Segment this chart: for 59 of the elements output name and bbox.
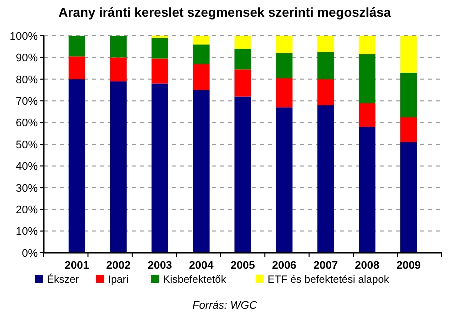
x-tick-label: 2004 — [189, 260, 215, 272]
y-tick-label: 0% — [22, 248, 38, 260]
bar — [400, 72, 418, 118]
bar — [193, 90, 210, 253]
bar — [110, 36, 127, 58]
x-tick-label: 2003 — [148, 260, 172, 272]
text: Forrás: WGC — [192, 300, 258, 312]
y-tick-label: 40% — [16, 161, 38, 174]
y-tick-label: 50% — [16, 139, 38, 152]
bar — [68, 36, 86, 57]
y-tick-label: 20% — [16, 204, 38, 216]
bar — [152, 84, 168, 253]
y-tick-label: 100% — [10, 30, 38, 43]
x-tick-label: 2002 — [106, 260, 131, 272]
bar — [276, 53, 293, 78]
y-tick-label: 90% — [16, 52, 38, 65]
bar — [276, 78, 293, 108]
bar — [234, 49, 252, 70]
y-tick-label: 60% — [16, 118, 38, 130]
x-tick-label: 2006 — [272, 260, 297, 272]
bar — [318, 79, 334, 106]
x-tick-label: 2001 — [64, 260, 90, 272]
bar — [276, 108, 293, 253]
x-tick-label: 2005 — [230, 260, 256, 272]
bar — [359, 103, 376, 128]
bar — [152, 38, 168, 59]
bar — [234, 96, 252, 253]
chart-title: Arany iránti kereslet szegmensek szerinti megoszlása — [58, 5, 392, 20]
bar — [400, 142, 418, 253]
legend-label: Ipari — [108, 274, 129, 286]
bar — [400, 36, 418, 73]
y-tick-label: 70% — [16, 96, 38, 108]
bar — [318, 52, 334, 80]
bar — [359, 36, 376, 54]
bar — [110, 58, 127, 82]
bar — [68, 79, 86, 253]
bar — [359, 54, 376, 104]
bar — [400, 117, 418, 142]
y-tick-label: 80% — [16, 74, 38, 86]
x-tick-label: 2008 — [355, 260, 380, 272]
bar — [318, 36, 334, 52]
bar — [193, 64, 210, 90]
x-tick-label: 2009 — [396, 260, 422, 272]
legend-label: ETF és befektetési alapok — [268, 274, 390, 286]
legend-label: Kisbefektetők — [163, 274, 228, 286]
bar — [234, 70, 252, 97]
y-tick-label: 10% — [16, 226, 38, 238]
bar — [193, 44, 210, 64]
bar — [234, 36, 252, 50]
bar — [68, 56, 86, 80]
y-tick-label: 30% — [16, 182, 38, 195]
bar — [359, 127, 376, 253]
bar — [152, 58, 168, 84]
bar — [110, 82, 127, 253]
bar — [193, 36, 210, 45]
bar — [276, 36, 293, 54]
x-tick-label: 2007 — [314, 260, 338, 272]
bar — [318, 105, 334, 253]
legend-label: Ékszer — [47, 273, 80, 286]
